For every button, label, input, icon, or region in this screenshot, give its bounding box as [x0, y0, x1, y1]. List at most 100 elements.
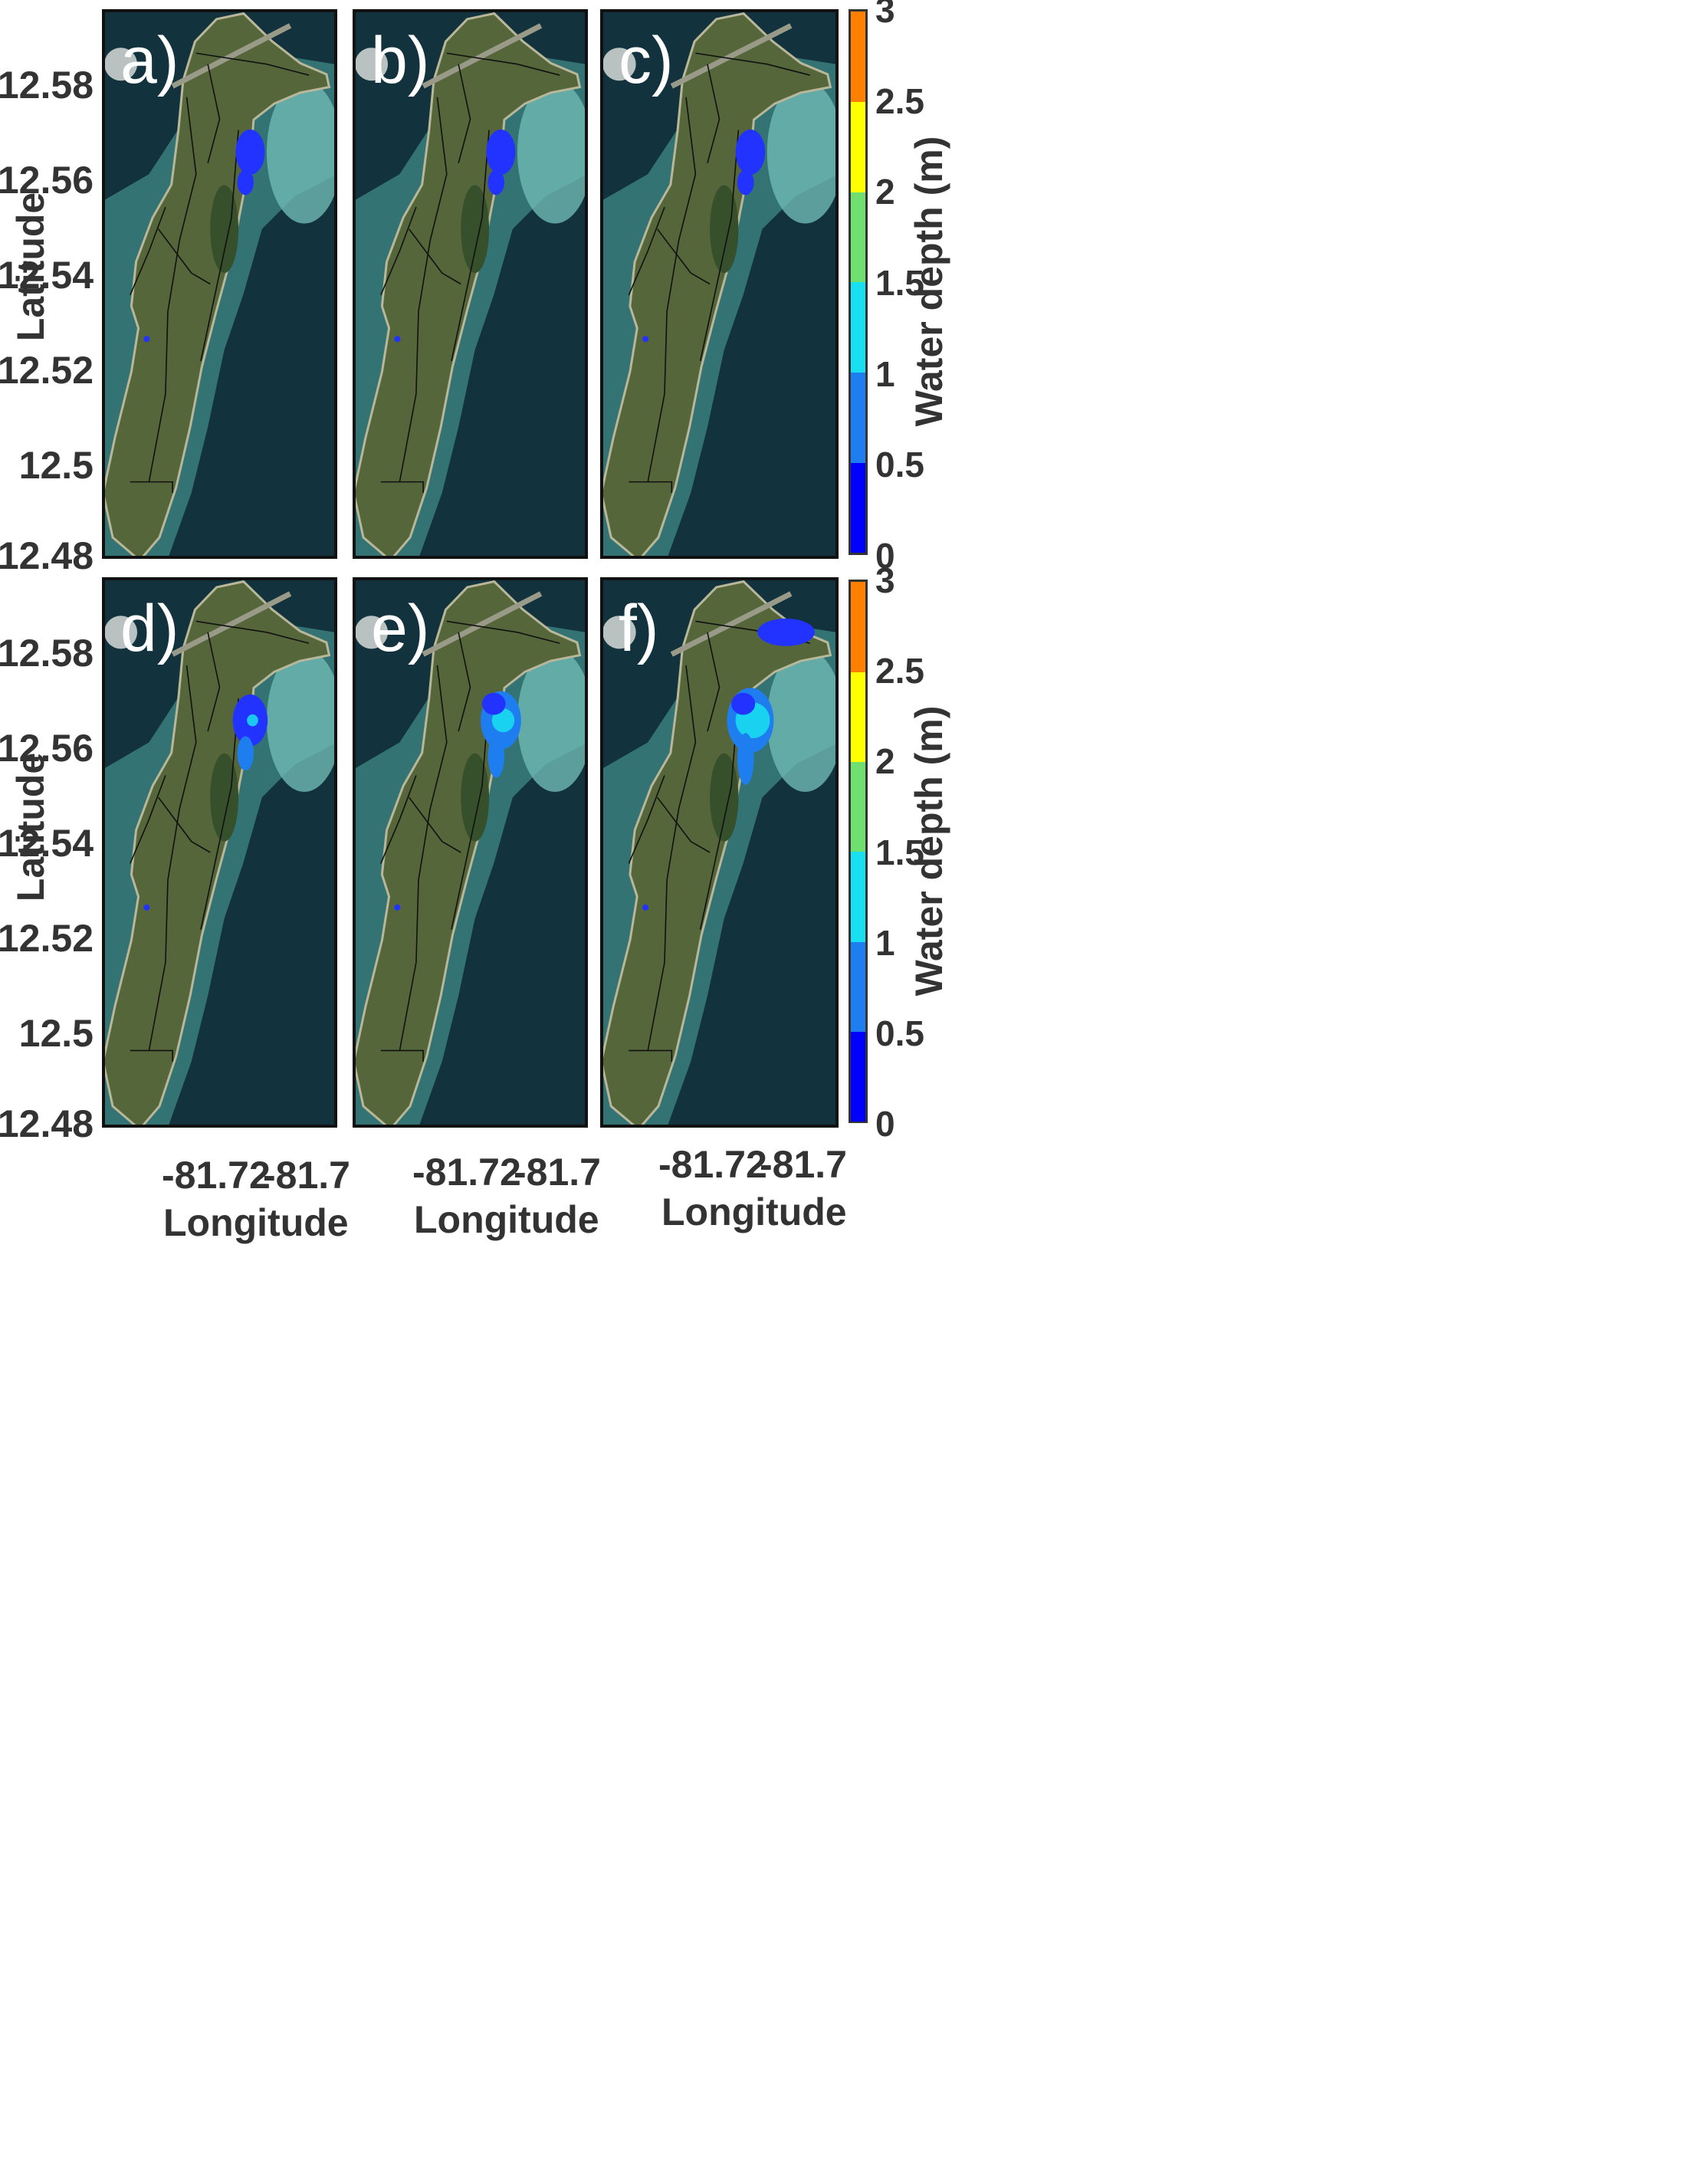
road [148, 665, 197, 1051]
flood-area-south [237, 169, 254, 195]
flood-extent [143, 694, 268, 911]
flood-spot-west [143, 904, 150, 911]
runway [422, 591, 543, 657]
runway [171, 23, 292, 89]
lagoon [767, 649, 839, 792]
map-panel-b [353, 9, 588, 559]
road [130, 206, 166, 296]
road [195, 620, 310, 644]
road [148, 97, 197, 482]
colorbar-segment [851, 1030, 865, 1122]
panel-label: f) [619, 592, 659, 665]
y-axis-label: Latitude [9, 192, 52, 341]
cloud [104, 48, 138, 81]
road [380, 1049, 424, 1062]
colorbar [849, 9, 868, 555]
road [657, 228, 711, 285]
road [130, 1049, 173, 1062]
forest-patch [710, 753, 739, 842]
colorbar-label: Water depth (m) [908, 705, 950, 996]
colorbar-tick-label: 2 [875, 741, 895, 782]
y-tick-label: 12.48 [0, 534, 94, 577]
colorbar-segment [851, 851, 865, 942]
road [657, 796, 711, 853]
colorbar-segment [851, 101, 865, 192]
runway [670, 591, 793, 657]
road [707, 632, 721, 732]
road [380, 775, 417, 864]
flood-area-south [487, 169, 505, 195]
lagoon [767, 80, 839, 224]
x-tick-label: -81.72 [412, 1151, 521, 1194]
road [628, 775, 665, 864]
colorbar-tick-label: 2 [875, 172, 895, 212]
road [399, 97, 448, 482]
road [647, 97, 697, 482]
flood-extent [642, 130, 766, 343]
x-axis-label: Longitude [661, 1191, 847, 1233]
colorbar-tick-label: 1.5 [875, 832, 924, 872]
lagoon [517, 80, 588, 224]
colorbar-segment [851, 11, 865, 102]
y-tick-label: 12.56 [0, 727, 94, 770]
road [380, 481, 424, 493]
flood-extent [143, 130, 265, 343]
y-tick-label: 12.58 [0, 632, 94, 675]
cloud [602, 48, 636, 81]
runway [422, 23, 543, 89]
colorbar-tick-label: 0 [875, 536, 895, 576]
flood-spot-west [143, 336, 150, 343]
y-tick-label: 12.5 [18, 444, 94, 487]
x-tick-label: -81.72 [658, 1143, 767, 1186]
map-panel-c [600, 9, 839, 559]
map-panel-a [102, 9, 337, 559]
panel-label: a) [120, 24, 179, 97]
map-panel-f [600, 577, 839, 1128]
road [158, 796, 211, 853]
colorbar-label: Water depth (m) [908, 136, 950, 427]
colorbar-tick-label: 0.5 [875, 1013, 924, 1053]
road [707, 64, 721, 163]
cloud [602, 616, 636, 649]
colorbar-segment [851, 761, 865, 852]
lagoon [266, 649, 337, 792]
road [628, 206, 665, 296]
road [629, 1049, 673, 1062]
x-tick-label: -81.7 [263, 1154, 350, 1197]
panel-label: d) [120, 592, 179, 665]
flood-extent [394, 691, 521, 911]
flood-area-deep [247, 714, 258, 727]
y-tick-label: 12.5 [18, 1012, 94, 1055]
forest-patch [210, 185, 239, 274]
road [458, 632, 471, 732]
colorbar-segment [851, 282, 865, 373]
colorbar-tick-label: 1 [875, 353, 895, 394]
flood-area-coast [481, 692, 506, 715]
forest-patch [710, 185, 739, 274]
road-network [380, 52, 560, 493]
y-tick-label: 12.56 [0, 159, 94, 202]
colorbar-segment [851, 582, 865, 672]
road [451, 698, 490, 930]
road [458, 64, 471, 163]
flood-area-south [737, 733, 754, 785]
x-axis-label: Longitude [414, 1198, 599, 1241]
x-tick-label: -81.7 [760, 1143, 847, 1186]
y-tick-label: 12.52 [0, 917, 94, 960]
colorbar-tick-label: 0 [875, 1104, 895, 1144]
colorbar-segment [851, 672, 865, 763]
cloud [355, 48, 389, 81]
colorbar-segment [851, 941, 865, 1032]
colorbar-tick-label: 2.5 [875, 80, 924, 121]
road-network [130, 620, 310, 1062]
flood-spot-west [642, 336, 649, 343]
panel-label: e) [371, 592, 430, 665]
forest-patch [461, 753, 490, 842]
flood-area-town [757, 618, 815, 646]
colorbar-tick-label: 1 [875, 922, 895, 963]
road-network [130, 52, 310, 493]
road [446, 620, 560, 644]
colorbar-segment [851, 372, 865, 463]
panel-label: c) [619, 24, 674, 97]
